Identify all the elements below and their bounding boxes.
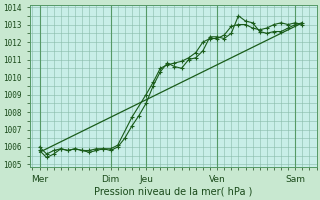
X-axis label: Pression niveau de la mer( hPa ): Pression niveau de la mer( hPa )	[94, 187, 252, 197]
